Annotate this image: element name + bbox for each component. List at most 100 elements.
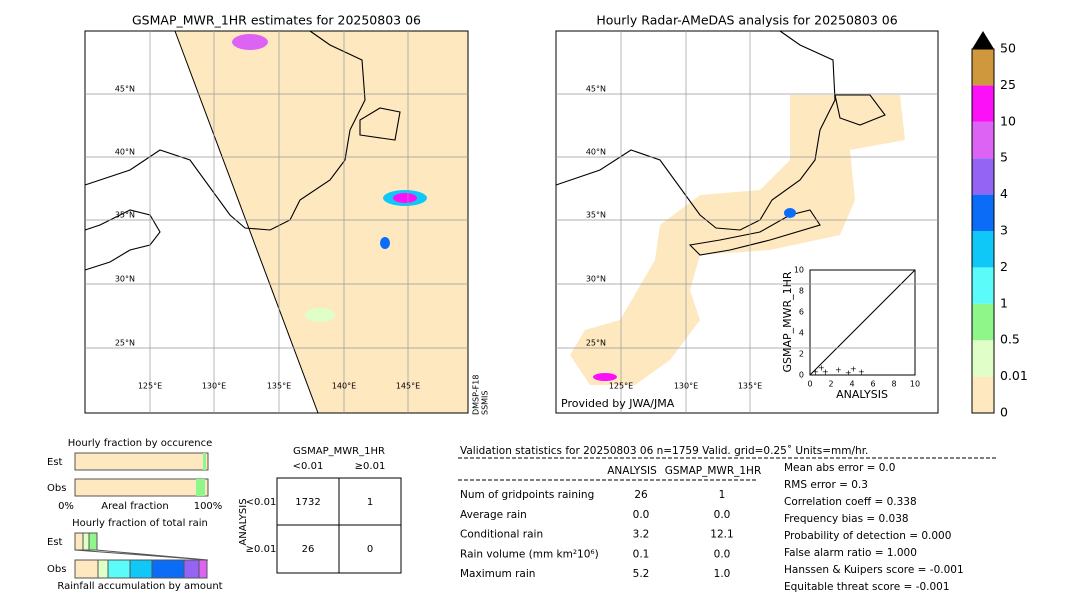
row-title: ANALYSIS	[238, 498, 249, 545]
scatter-point: +	[812, 368, 819, 377]
diagonal	[809, 269, 916, 376]
score: Mean abs error = 0.0	[784, 462, 895, 474]
stat-label: Maximum rain	[460, 568, 535, 580]
coastline	[834, 94, 886, 126]
swath-edge	[174, 30, 319, 414]
colorbar-segment	[972, 303, 994, 341]
connector	[74, 549, 209, 561]
fraction-bar	[198, 559, 208, 579]
fraction-bar	[151, 559, 185, 579]
lon-label: 135°E	[267, 382, 291, 391]
fraction-bar	[97, 559, 109, 579]
row-label: Est	[47, 537, 63, 548]
axis-label: 0%	[58, 501, 74, 512]
scatter-point: +	[845, 369, 852, 378]
fraction-bar	[74, 478, 209, 497]
coastline	[359, 107, 401, 141]
colorbar-label: 50	[1000, 41, 1016, 56]
lat-label: 40°N	[586, 148, 606, 157]
lat-label: 25°N	[115, 339, 135, 348]
inset-x-tick: 0	[807, 380, 812, 389]
fraction-bar	[82, 532, 90, 551]
stat-label: Rain volume (mm km²10⁶)	[460, 548, 599, 560]
lat-label: 25°N	[586, 339, 606, 348]
lon-label: 125°E	[609, 382, 633, 391]
fraction-bar	[74, 532, 84, 551]
colorbar-label: 0.5	[1000, 332, 1020, 347]
table-title: GSMAP_MWR_1HR	[293, 446, 385, 457]
lat-label: 45°N	[586, 85, 606, 94]
inset-x-tick: 6	[870, 380, 875, 389]
colorbar-label: 10	[1000, 113, 1016, 128]
colorbar-segment	[972, 267, 994, 304]
row-header: ≥0.01	[246, 544, 277, 555]
panel-footer: Rainfall accumulation by amount	[57, 581, 222, 592]
satellite-note: SSMIS	[481, 391, 490, 416]
table-cell: 26	[302, 544, 315, 555]
column-header: ≥0.01	[355, 461, 386, 472]
stat-value: 1	[719, 489, 726, 501]
fraction-bar	[107, 559, 131, 579]
colorbar-segment	[972, 121, 994, 159]
lat-label: 45°N	[115, 85, 135, 94]
scatter-point: +	[818, 364, 825, 373]
stat-value: 26	[634, 489, 648, 501]
lon-label: 125°E	[138, 382, 162, 391]
rain-cell	[593, 373, 617, 381]
score: Probability of detection = 0.000	[784, 530, 951, 542]
panel-title: Hourly fraction of total rain	[72, 518, 208, 529]
axis-label: Areal fraction	[101, 501, 168, 512]
fraction-bar	[196, 479, 205, 496]
inset-y-tick: 4	[799, 329, 804, 338]
stat-value: 3.2	[633, 529, 650, 541]
inset-y-tick: 10	[794, 266, 804, 275]
inset-x-label: ANALYSIS	[836, 388, 888, 401]
fraction-bar	[74, 559, 99, 579]
map-title: GSMAP_MWR_1HR estimates for 20250803 06	[132, 13, 421, 28]
scatter-point: +	[822, 368, 829, 377]
colorbar-segment	[972, 158, 994, 195]
fraction-bar	[183, 559, 200, 579]
table-cell: 1	[367, 497, 373, 508]
score: Correlation coeff = 0.338	[784, 496, 917, 508]
table-cell: 1732	[295, 497, 320, 508]
colorbar-segment	[972, 85, 994, 122]
column-header: GSMAP_MWR_1HR	[665, 465, 761, 477]
stat-value: 5.2	[633, 568, 650, 580]
analysis-coverage	[570, 95, 905, 385]
score: Frequency bias = 0.038	[784, 513, 909, 525]
inset-x-tick: 2	[828, 380, 833, 389]
score: RMS error = 0.3	[784, 479, 868, 491]
colorbar-segment	[972, 231, 994, 268]
lon-label: 140°E	[332, 382, 356, 391]
rain-cell	[232, 34, 268, 50]
colorbar-label: 5	[1000, 150, 1008, 165]
lon-label: 135°E	[738, 382, 762, 391]
axis-label: 100%	[194, 501, 223, 512]
stat-value: 1.0	[714, 568, 731, 580]
credit: Provided by JWA/JMA	[561, 397, 675, 410]
fraction-bar	[129, 559, 153, 579]
colorbar-label: 25	[1000, 77, 1016, 92]
lon-label: 145°E	[396, 382, 420, 391]
lat-label: 35°N	[115, 211, 135, 220]
colorbar-segment	[972, 376, 994, 413]
colorbar-label: 0	[1000, 405, 1008, 420]
score: Hanssen & Kuipers score = -0.001	[784, 564, 964, 576]
coastline	[688, 209, 821, 256]
lat-label: 30°N	[586, 275, 606, 284]
coverage-swath	[175, 31, 468, 413]
panel-title: Hourly fraction by occurence	[68, 438, 212, 449]
fraction-bar	[74, 452, 209, 471]
scatter-point: +	[858, 368, 865, 377]
colorbar-label: 4	[1000, 186, 1008, 201]
colorbar-segment	[972, 340, 994, 377]
fraction-bar	[203, 453, 206, 470]
satellite-note: DMSP-F18	[472, 375, 481, 415]
rain-cell	[393, 193, 417, 203]
table-cell: 0	[367, 544, 373, 555]
row-header: <0.01	[246, 497, 277, 508]
stat-value: 12.1	[710, 529, 733, 541]
coastline	[84, 30, 366, 231]
inset-x-tick: 10	[910, 380, 920, 389]
